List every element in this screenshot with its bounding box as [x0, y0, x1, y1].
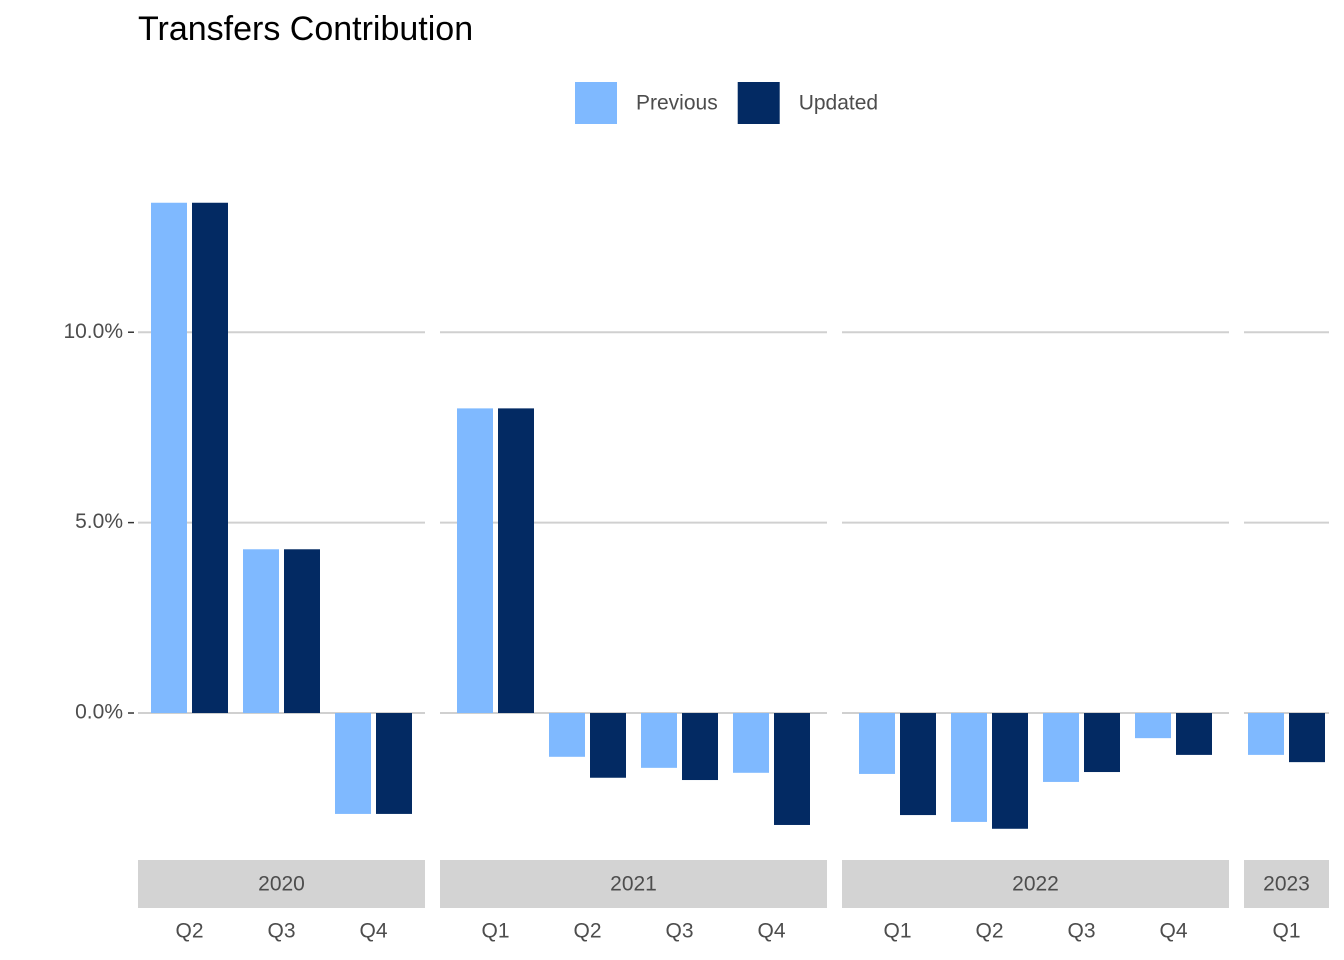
x-tick-label: Q1: [883, 920, 911, 943]
legend-key: [737, 82, 780, 124]
x-tick-label: Q2: [175, 920, 203, 943]
x-tick-label: Q1: [1272, 920, 1300, 943]
x-tick-label: Q3: [1067, 920, 1095, 943]
legend-key: [575, 82, 617, 124]
bar: [376, 713, 412, 814]
bar: [498, 408, 534, 714]
bar: [590, 713, 626, 778]
facet-label: 2022: [1012, 873, 1059, 896]
facet-label: 2023: [1263, 873, 1310, 896]
legend-label: Previous: [636, 92, 718, 115]
x-tick-label: Q1: [481, 920, 509, 943]
facet-strip: [1244, 860, 1329, 908]
bar: [641, 713, 677, 768]
bar: [1176, 713, 1212, 755]
bar: [859, 713, 895, 774]
bar: [774, 713, 810, 825]
facet-label: 2020: [258, 873, 305, 896]
facet-label: 2021: [610, 873, 657, 896]
x-tick-label: Q4: [1159, 920, 1187, 943]
bar: [733, 713, 769, 773]
x-tick-label: Q2: [975, 920, 1003, 943]
bar: [1084, 713, 1120, 773]
legend-label: Updated: [799, 92, 878, 115]
bar: [951, 713, 987, 822]
bar: [549, 713, 585, 757]
x-tick-label: Q4: [359, 920, 387, 943]
y-tick-label: 0.0%: [75, 701, 123, 724]
bar: [1043, 713, 1079, 782]
bar: [335, 713, 371, 814]
facet-strip: [440, 860, 827, 908]
x-tick-label: Q3: [665, 920, 693, 943]
x-tick-label: Q4: [757, 920, 785, 943]
bar: [151, 202, 187, 714]
bar: [992, 713, 1028, 829]
bar: [1248, 713, 1284, 755]
bar: [1135, 713, 1171, 739]
y-tick-label: 5.0%: [75, 510, 123, 533]
bar: [457, 408, 493, 714]
bar: [192, 202, 228, 714]
bar: [284, 549, 320, 714]
bar: [1289, 713, 1325, 763]
facet-strip: [138, 860, 425, 908]
x-tick-label: Q3: [267, 920, 295, 943]
facet-strip: [842, 860, 1229, 908]
y-tick-label: 10.0%: [63, 320, 123, 343]
bar: [900, 713, 936, 816]
x-tick-label: Q2: [573, 920, 601, 943]
bar: [243, 549, 279, 714]
bar: [682, 713, 718, 781]
chart-title: Transfers Contribution: [138, 10, 473, 48]
